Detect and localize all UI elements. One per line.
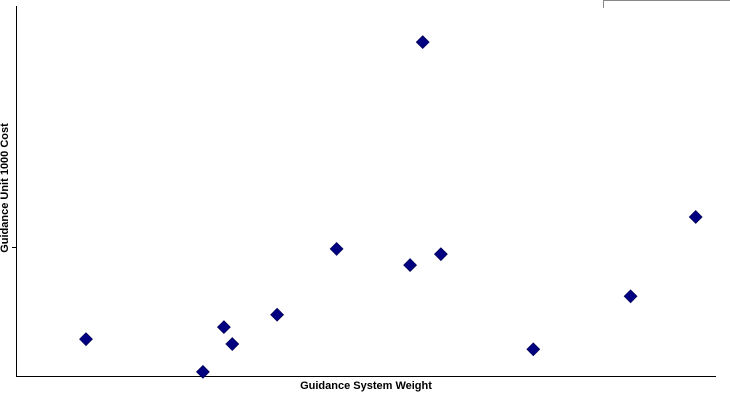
x-axis-title: Guidance System Weight xyxy=(300,380,432,392)
data-point xyxy=(225,337,240,351)
data-point xyxy=(688,210,703,224)
plot-area xyxy=(12,6,716,379)
data-point xyxy=(270,307,285,322)
data-point xyxy=(415,35,430,50)
data-point xyxy=(433,247,448,262)
y-axis-title: Guidance Unit 1000 Cost xyxy=(0,123,11,253)
data-point xyxy=(329,241,344,256)
data-point xyxy=(195,364,210,379)
data-point xyxy=(526,342,541,357)
data-point xyxy=(79,332,93,347)
data-point xyxy=(403,258,418,273)
data-point xyxy=(216,320,231,335)
data-point xyxy=(623,289,638,304)
